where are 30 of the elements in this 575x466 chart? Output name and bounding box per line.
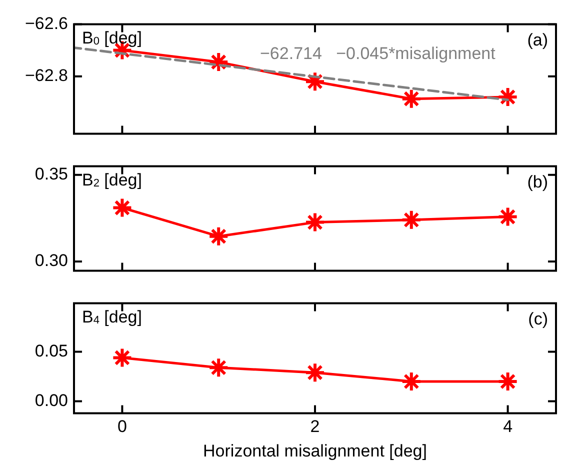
point bbox=[112, 197, 133, 218]
y-axis-title: B0 [deg] bbox=[82, 28, 142, 48]
point bbox=[497, 370, 518, 392]
x-tick-label: 4 bbox=[503, 417, 513, 436]
annotation: (a) bbox=[527, 30, 548, 50]
y-axis-title: B2 [deg] bbox=[82, 170, 142, 190]
point bbox=[497, 86, 518, 108]
annotation: (b) bbox=[527, 172, 548, 192]
y-tick-label: −62.6 bbox=[24, 14, 68, 33]
annotation: −62.714 −0.045*misalignment bbox=[260, 44, 496, 63]
point bbox=[497, 206, 518, 228]
y-tick-label: −62.8 bbox=[24, 66, 68, 86]
y-tick-label: 0.30 bbox=[34, 251, 68, 270]
y-tick-label: 0.35 bbox=[34, 164, 68, 184]
point bbox=[400, 88, 422, 110]
annotation: (c) bbox=[528, 309, 548, 328]
point bbox=[208, 226, 230, 247]
x-tick-label: 0 bbox=[117, 417, 127, 436]
point bbox=[304, 362, 326, 384]
point bbox=[400, 370, 422, 392]
point bbox=[208, 52, 230, 73]
y-axis-title: B4 [deg] bbox=[82, 307, 142, 327]
x-axis-title: Horizontal misalignment [deg] bbox=[203, 441, 427, 460]
point bbox=[208, 357, 230, 378]
point bbox=[400, 209, 422, 230]
y-tick-label: 0.00 bbox=[34, 390, 68, 410]
x-tick-label: 2 bbox=[310, 417, 320, 436]
point bbox=[304, 212, 326, 233]
point bbox=[112, 347, 133, 368]
y-tick-label: 0.05 bbox=[34, 341, 68, 360]
